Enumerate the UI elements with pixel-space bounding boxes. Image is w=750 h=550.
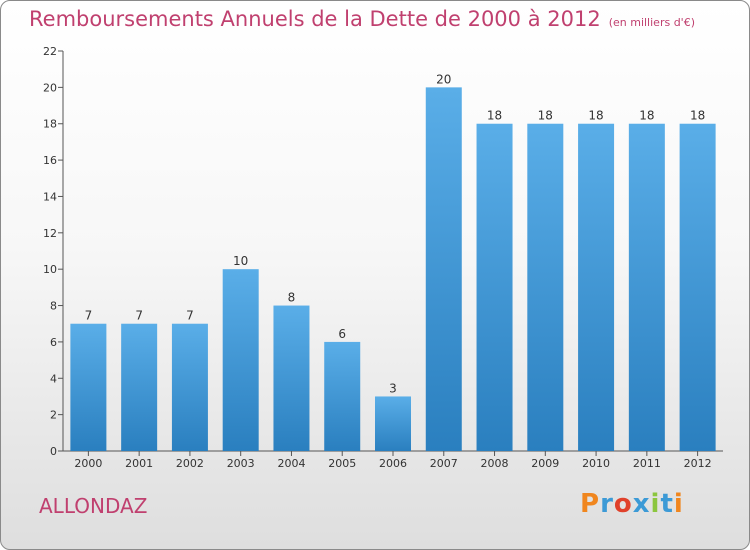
bar-2001	[121, 323, 158, 451]
bar-2008	[476, 123, 513, 452]
value-label: 20	[436, 72, 451, 86]
chart-title: Remboursements Annuels de la Dette de 20…	[29, 7, 695, 31]
logo-letter: i	[673, 489, 684, 519]
axes: 0 2 4 6 8 10 12 14 16 18 20 22 2000 2001 2002 2003 2004 2…	[43, 45, 723, 470]
value-label: 7	[85, 309, 93, 323]
x-tick-label: 2012	[684, 457, 712, 470]
title-text: Remboursements Annuels de la Dette de 20…	[29, 7, 601, 31]
bar-2004	[273, 305, 310, 451]
y-tick-label: 12	[43, 227, 57, 240]
bar-2006	[375, 396, 411, 451]
y-tick-label: 18	[43, 118, 57, 131]
value-label: 18	[538, 109, 553, 123]
x-tick-label: 2009	[531, 457, 559, 470]
x-tick-label: 2011	[633, 457, 661, 470]
x-tick-label: 2005	[328, 457, 356, 470]
value-label: 7	[186, 309, 194, 323]
bar-2012	[679, 123, 716, 452]
logo-letter: P	[580, 489, 601, 519]
bar-2003	[222, 269, 259, 451]
value-label: 3	[389, 381, 397, 395]
x-tick-label: 2001	[125, 457, 153, 470]
value-labels: 7 7 7 10 8 6 3 20 18 18 18 18 18	[85, 72, 706, 395]
y-tick-label: 20	[43, 81, 57, 94]
value-label: 8	[288, 291, 296, 305]
value-label: 18	[487, 109, 502, 123]
value-label: 18	[588, 109, 603, 123]
bar-2000	[70, 323, 107, 451]
x-tick-label: 2007	[430, 457, 458, 470]
y-tick-label: 2	[50, 409, 57, 422]
y-tick-label: 8	[50, 300, 57, 313]
bar-2009	[527, 123, 564, 452]
x-tick-label: 2003	[227, 457, 255, 470]
bar-2002	[171, 323, 208, 451]
y-tick-label: 4	[50, 372, 57, 385]
x-tick-label: 2008	[481, 457, 509, 470]
commune-name: ALLONDAZ	[39, 494, 148, 518]
bar-2005	[324, 341, 361, 451]
logo-letter: r	[600, 489, 614, 519]
y-tick-label: 16	[43, 154, 57, 167]
value-label: 7	[135, 309, 143, 323]
logo-letter: o	[613, 489, 633, 519]
logo-letter: t	[660, 489, 674, 519]
x-tick-label: 2004	[277, 457, 305, 470]
value-label: 18	[639, 109, 654, 123]
x-tick-label: 2002	[176, 457, 204, 470]
proxiti-logo: Proxiti	[580, 489, 684, 519]
x-tick-label: 2006	[379, 457, 407, 470]
bar-2007	[425, 87, 462, 451]
value-label: 10	[233, 254, 248, 268]
logo-letter: x	[632, 489, 651, 519]
chart-subtitle: (en milliers d'€)	[608, 16, 695, 29]
y-tick-label: 14	[43, 190, 57, 203]
value-label: 18	[690, 109, 705, 123]
x-tick-label: 2000	[74, 457, 102, 470]
y-tick-label: 0	[50, 445, 57, 458]
y-tick-label: 22	[43, 45, 57, 58]
bar-2010	[578, 123, 615, 452]
y-tick-label: 10	[43, 263, 57, 276]
bar-2011	[628, 123, 665, 452]
logo-letter: i	[650, 489, 661, 519]
value-label: 6	[338, 327, 346, 341]
y-tick-label: 6	[50, 336, 57, 349]
bars	[70, 87, 716, 452]
x-tick-label: 2010	[582, 457, 610, 470]
